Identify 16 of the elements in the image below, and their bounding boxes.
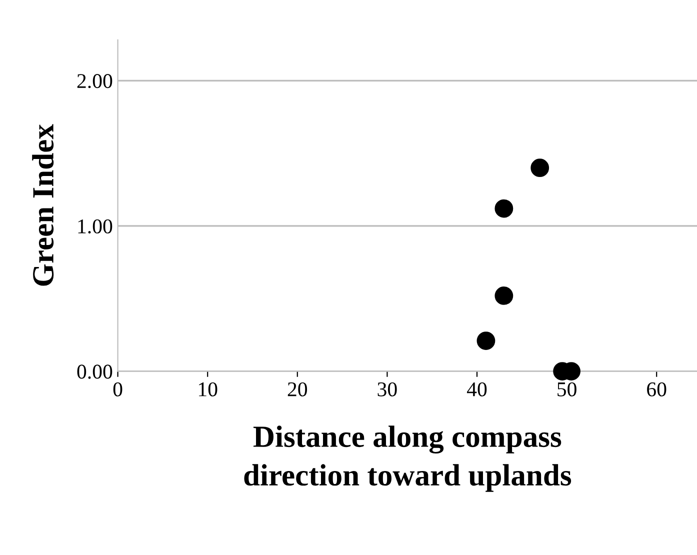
x-axis-title: Distance along compass direction toward uplands: [244, 426, 572, 492]
x-tick-label: 10: [199, 382, 218, 396]
x-tick-label: 60: [647, 382, 666, 396]
point: [494, 286, 514, 305]
x-tick-label: 30: [378, 382, 397, 396]
point: [494, 199, 514, 218]
y-tick-label: 1.00: [78, 219, 112, 234]
y-tick-label: 2.00: [77, 74, 112, 88]
point: [530, 158, 550, 178]
x-tick-label: 50: [558, 382, 576, 396]
x-tick-label: 20: [288, 382, 308, 396]
y-tick-label: 0.00: [77, 364, 112, 379]
x-tick-label: 40: [466, 382, 487, 396]
x-tick-label: 0: [113, 382, 122, 396]
point: [476, 332, 496, 350]
y-axis-title: Green Index: [32, 124, 54, 286]
